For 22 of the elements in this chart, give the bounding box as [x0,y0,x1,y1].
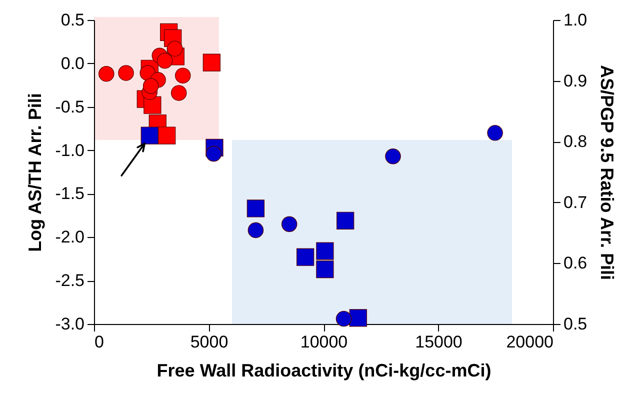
y2-tick-label: 0.5 [564,314,588,334]
x-tick-label: 20000 [506,332,554,352]
x-tick-label: 15000 [415,332,462,352]
y2-tick-label: 1.0 [564,10,588,30]
x-tick-label: 5000 [190,332,228,352]
y-tick-label: -1.0 [55,140,84,160]
y-tick-label: 0.0 [60,54,84,73]
y-tick-label: -3.0 [55,314,84,334]
y-tick-label: 0.5 [60,10,84,30]
x-tick-label: 0 [94,332,104,352]
y2-tick-label: 0.6 [564,254,588,273]
y2-tick-label: 0.8 [564,132,588,152]
y2-tick-label: 0.7 [564,192,588,212]
y-tick-label: -2.0 [55,228,84,247]
y2-axis-title: AS/PGP 9.5 Ratio Arr. Pili [597,64,618,280]
y-axis-title: Log AS/TH Arr. Pili [25,93,46,252]
x-tick-label: 10000 [300,332,348,352]
y2-tick-label: 0.9 [564,71,588,90]
y-tick-label: -0.5 [55,97,84,116]
y-tick-label: -2.5 [55,271,84,290]
x-axis-title: Free Wall Radioactivity (nCi-kg/cc-mCi) [156,360,492,380]
y-tick-label: -1.5 [55,184,84,204]
